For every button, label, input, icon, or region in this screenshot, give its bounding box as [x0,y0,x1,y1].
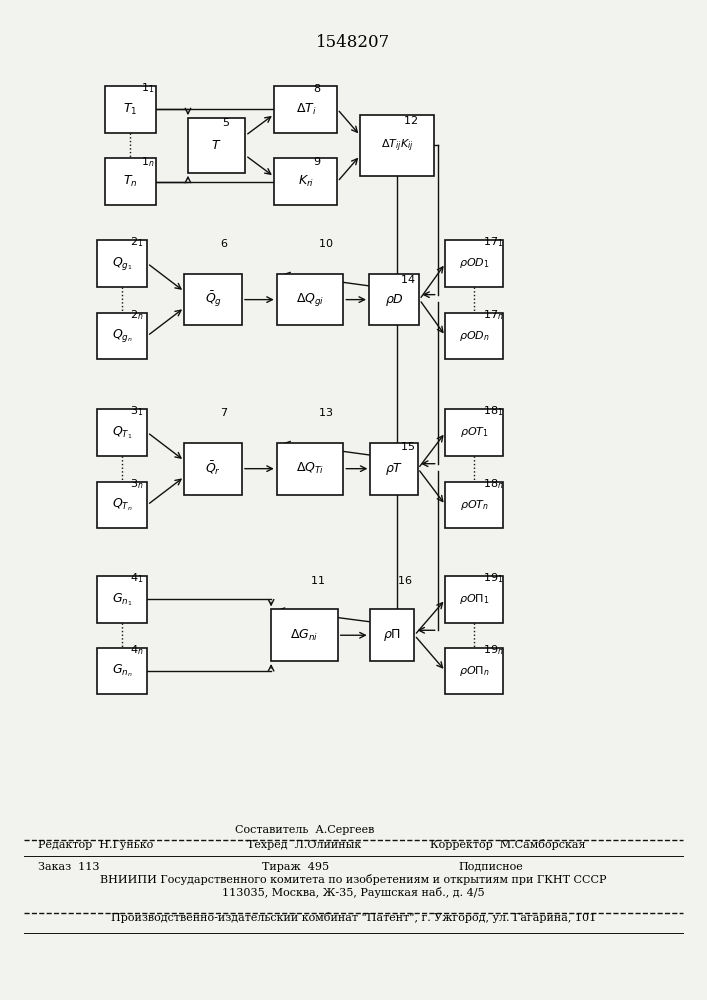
FancyBboxPatch shape [97,482,147,528]
FancyBboxPatch shape [445,576,503,623]
Text: $\rho OT_n$: $\rho OT_n$ [460,498,489,512]
Text: $T$: $T$ [211,139,222,152]
FancyBboxPatch shape [360,115,434,176]
Text: $2_n$: $2_n$ [130,308,144,322]
FancyBboxPatch shape [369,274,419,325]
Text: $15$: $15$ [399,440,415,452]
Text: $5$: $5$ [221,116,230,128]
FancyBboxPatch shape [97,313,147,359]
Text: $11$: $11$ [310,574,325,586]
Text: $Q_{g_n}$: $Q_{g_n}$ [112,327,132,344]
Text: $\rho O\Pi_n$: $\rho O\Pi_n$ [459,664,489,678]
Text: Заказ  113: Заказ 113 [38,862,100,872]
Text: $13$: $13$ [317,406,333,418]
Text: $G_{n_n}$: $G_{n_n}$ [112,663,132,679]
Text: $18_n$: $18_n$ [483,477,503,491]
FancyBboxPatch shape [276,274,344,325]
Text: $\rho OD_1$: $\rho OD_1$ [459,256,489,270]
Text: 1548207: 1548207 [316,34,391,51]
Text: Составитель  А.Сергеев: Составитель А.Сергеев [235,825,374,835]
Text: $9$: $9$ [312,155,321,167]
FancyBboxPatch shape [274,86,337,133]
Text: $1_n$: $1_n$ [141,155,155,169]
Text: $4_n$: $4_n$ [130,643,144,657]
FancyBboxPatch shape [445,648,503,694]
Text: $14$: $14$ [399,273,415,285]
Text: $3_n$: $3_n$ [130,477,144,491]
Text: Корректор  М.Самборская: Корректор М.Самборская [430,839,585,850]
FancyBboxPatch shape [445,240,503,287]
FancyBboxPatch shape [105,86,156,133]
Text: $\rho T$: $\rho T$ [385,461,404,477]
FancyBboxPatch shape [370,609,414,661]
Text: Подписное: Подписное [459,862,523,872]
FancyBboxPatch shape [274,158,337,205]
Text: $1_1$: $1_1$ [141,81,154,95]
Text: $\rho O\Pi_1$: $\rho O\Pi_1$ [459,592,489,606]
Text: $6$: $6$ [220,237,228,249]
Text: $\Delta T_i$: $\Delta T_i$ [296,102,316,117]
Text: ВНИИПИ Государственного комитета по изобретениям и открытиям при ГКНТ СССР: ВНИИПИ Государственного комитета по изоб… [100,874,607,885]
Text: $Q_{T_n}$: $Q_{T_n}$ [112,497,132,513]
Text: $\rho\Pi$: $\rho\Pi$ [383,627,401,643]
Text: $19_1$: $19_1$ [483,571,503,585]
Text: $\bar{Q}_g$: $\bar{Q}_g$ [204,290,222,309]
Text: $3_1$: $3_1$ [130,405,144,418]
Text: $18_1$: $18_1$ [483,405,503,418]
Text: $4_1$: $4_1$ [130,571,144,585]
FancyBboxPatch shape [370,443,418,495]
Text: $T_n$: $T_n$ [123,174,138,189]
Text: $\rho OT_1$: $\rho OT_1$ [460,425,489,439]
Text: $8$: $8$ [312,82,321,94]
FancyBboxPatch shape [445,482,503,528]
FancyBboxPatch shape [97,240,147,287]
Text: $Q_{T_1}$: $Q_{T_1}$ [112,424,132,441]
Text: 113035, Москва, Ж-35, Раушская наб., д. 4/5: 113035, Москва, Ж-35, Раушская наб., д. … [222,887,485,898]
FancyBboxPatch shape [185,274,242,325]
Text: Тираж  495: Тираж 495 [262,862,329,872]
Text: $17_n$: $17_n$ [483,308,503,322]
FancyBboxPatch shape [271,609,338,661]
FancyBboxPatch shape [188,118,245,173]
FancyBboxPatch shape [185,443,242,495]
Text: $T_1$: $T_1$ [123,102,138,117]
FancyBboxPatch shape [105,158,156,205]
Text: $\Delta T_{ij}K_{ij}$: $\Delta T_{ij}K_{ij}$ [380,137,414,154]
FancyBboxPatch shape [97,576,147,623]
Text: $\Delta G_{ni}$: $\Delta G_{ni}$ [291,628,318,643]
Text: $7$: $7$ [220,406,228,418]
Text: $\rho D$: $\rho D$ [385,292,404,308]
FancyBboxPatch shape [445,409,503,456]
Text: $\Delta Q_{gi}$: $\Delta Q_{gi}$ [296,291,325,308]
Text: $10$: $10$ [317,237,333,249]
Text: Техред  Л.Олийнык: Техред Л.Олийнык [247,840,361,850]
FancyBboxPatch shape [97,409,147,456]
Text: Производственно-издательский комбинат "Патент", г. Ужгород, ул. Гагарина, 101: Производственно-издательский комбинат "П… [111,912,596,923]
Text: Редактор  Н.Гунько: Редактор Н.Гунько [38,840,153,850]
Text: $2_1$: $2_1$ [130,236,144,249]
Text: $\bar{Q}_r$: $\bar{Q}_r$ [205,460,221,477]
Text: $Q_{g_1}$: $Q_{g_1}$ [112,255,132,272]
Text: $17_1$: $17_1$ [483,236,503,249]
Text: $16$: $16$ [397,574,412,586]
Text: $12$: $12$ [402,114,418,126]
Text: $\rho OD_n$: $\rho OD_n$ [459,329,489,343]
FancyBboxPatch shape [445,313,503,359]
Text: $G_{n_1}$: $G_{n_1}$ [112,591,132,608]
Text: $19_n$: $19_n$ [483,643,503,657]
FancyBboxPatch shape [276,443,344,495]
Text: $\Delta Q_{Ti}$: $\Delta Q_{Ti}$ [296,461,324,476]
FancyBboxPatch shape [97,648,147,694]
Text: $K_{ri}$: $K_{ri}$ [298,174,314,189]
